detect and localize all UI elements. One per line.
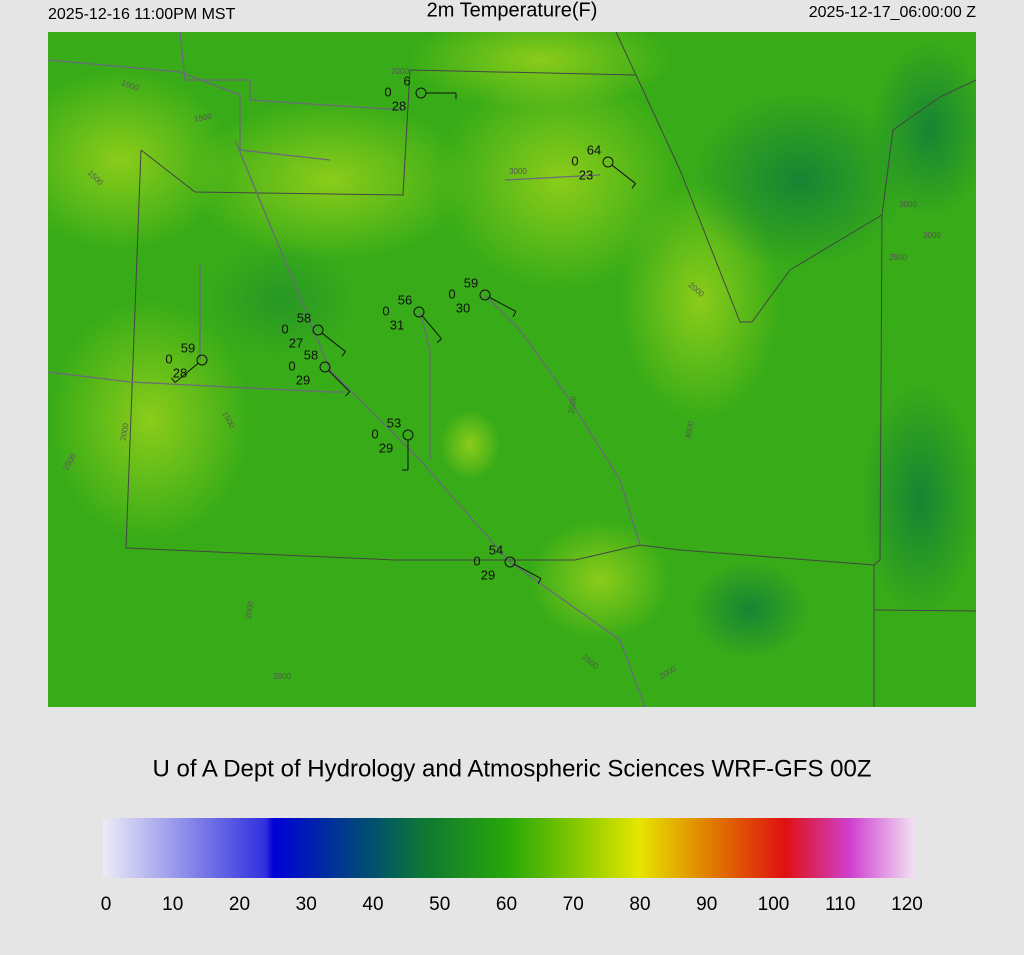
station-circle bbox=[319, 361, 331, 373]
station-circle bbox=[196, 354, 208, 366]
colorbar bbox=[103, 818, 915, 878]
station-circle bbox=[479, 289, 491, 301]
colorbar-tick-label: 0 bbox=[101, 894, 112, 915]
wind-barb-flag bbox=[512, 311, 517, 317]
contour-label: 2500 bbox=[889, 253, 907, 262]
dewpoint: 29 bbox=[481, 567, 495, 582]
temperature: 64 bbox=[587, 142, 601, 157]
wind-barb-flag bbox=[341, 351, 346, 357]
temperature: 54 bbox=[489, 542, 503, 557]
station-plots: 6028640235903056031580275802959028530295… bbox=[165, 73, 636, 584]
dewpoint: 23 bbox=[579, 167, 593, 182]
pressure: 0 bbox=[384, 84, 391, 99]
station-circle bbox=[504, 556, 516, 568]
colorbar-tick-label: 40 bbox=[362, 894, 383, 915]
station: 58 029 bbox=[288, 347, 351, 397]
station: 53 029 bbox=[371, 415, 414, 471]
temperature: 53 bbox=[387, 415, 401, 430]
colorbar-tick-label: 50 bbox=[429, 894, 450, 915]
wind-barb bbox=[489, 296, 517, 312]
temperature: 59 bbox=[464, 275, 478, 290]
colorbar-tick-label: 80 bbox=[629, 894, 650, 915]
wind-barb-flag bbox=[345, 391, 351, 397]
contour-label: 1500 bbox=[193, 112, 213, 124]
colorbar-tick-label: 100 bbox=[758, 894, 790, 915]
contour-label: 2000 bbox=[244, 600, 256, 620]
temperature: 56 bbox=[398, 292, 412, 307]
dewpoint: 31 bbox=[390, 317, 404, 332]
station: 59 030 bbox=[448, 275, 517, 317]
title: 2m Temperature(F) bbox=[427, 0, 598, 21]
map bbox=[48, 32, 976, 707]
local-time: 2025-12-16 11:00PM MST bbox=[48, 6, 236, 23]
pressure: 0 bbox=[571, 153, 578, 168]
wind-barb-flag bbox=[170, 377, 176, 383]
valid-time: 2025-12-17_06:00:00 Z bbox=[809, 4, 976, 21]
contour-label: 4000 bbox=[684, 420, 696, 440]
colorbar-tick-label: 30 bbox=[296, 894, 317, 915]
wind-barb-flag bbox=[631, 183, 636, 189]
contour-label: 3000 bbox=[509, 167, 527, 176]
pressure: 0 bbox=[448, 286, 455, 301]
temperature: 58 bbox=[297, 310, 311, 325]
contour-label: 2000 bbox=[273, 672, 291, 681]
station: 54 029 bbox=[473, 542, 542, 584]
colorbar-tick-label: 60 bbox=[496, 894, 517, 915]
wind-barb bbox=[328, 370, 351, 393]
dewpoint: 28 bbox=[392, 98, 406, 113]
dewpoint: 27 bbox=[289, 335, 303, 350]
contour-label: 3000 bbox=[899, 200, 917, 209]
wind-barb-flag bbox=[436, 338, 442, 344]
dewpoint: 29 bbox=[296, 372, 310, 387]
contour-label: 2500 bbox=[567, 395, 579, 415]
wind-barb-flag bbox=[537, 578, 542, 584]
colorbar-tick-label: 70 bbox=[563, 894, 584, 915]
dewpoint: 29 bbox=[379, 440, 393, 455]
contour-label: 2000 bbox=[119, 422, 131, 442]
footer: U of A Dept of Hydrology and Atmospheric… bbox=[153, 755, 872, 782]
wind-barb bbox=[421, 315, 442, 340]
pressure: 0 bbox=[371, 426, 378, 441]
temperature: 59 bbox=[181, 340, 195, 355]
dewpoint: 28 bbox=[173, 365, 187, 380]
colorbar-tick-label: 10 bbox=[162, 894, 183, 915]
pressure: 0 bbox=[473, 553, 480, 568]
station: 59 028 bbox=[165, 340, 208, 383]
station-circle bbox=[602, 156, 614, 168]
dewpoint: 30 bbox=[456, 300, 470, 315]
contour-label: 3000 bbox=[923, 231, 941, 240]
temperature: 6 bbox=[403, 73, 410, 88]
station: 58 027 bbox=[281, 310, 346, 357]
station-circle bbox=[413, 306, 425, 318]
pressure: 0 bbox=[165, 351, 172, 366]
colorbar-tick-label: 90 bbox=[696, 894, 717, 915]
colorbar-tick-label: 20 bbox=[229, 894, 250, 915]
wind-barb bbox=[174, 362, 199, 383]
temperature: 58 bbox=[304, 347, 318, 362]
colorbar-ticks: 0 10 20 30 40 50 60 70 80 90 100 110 120 bbox=[101, 894, 923, 915]
wind-barb bbox=[514, 563, 542, 579]
colorbar-tick-label: 120 bbox=[891, 894, 923, 915]
contour-label: 2000 bbox=[391, 67, 409, 76]
station: 64 023 bbox=[571, 142, 636, 189]
wind-barb bbox=[611, 164, 636, 184]
pressure: 0 bbox=[281, 321, 288, 336]
station: 56 031 bbox=[382, 292, 442, 344]
wind-barb bbox=[321, 332, 346, 352]
pressure: 0 bbox=[382, 303, 389, 318]
pressure: 0 bbox=[288, 358, 295, 373]
colorbar-tick-label: 110 bbox=[825, 894, 855, 915]
station-circle bbox=[312, 324, 324, 336]
